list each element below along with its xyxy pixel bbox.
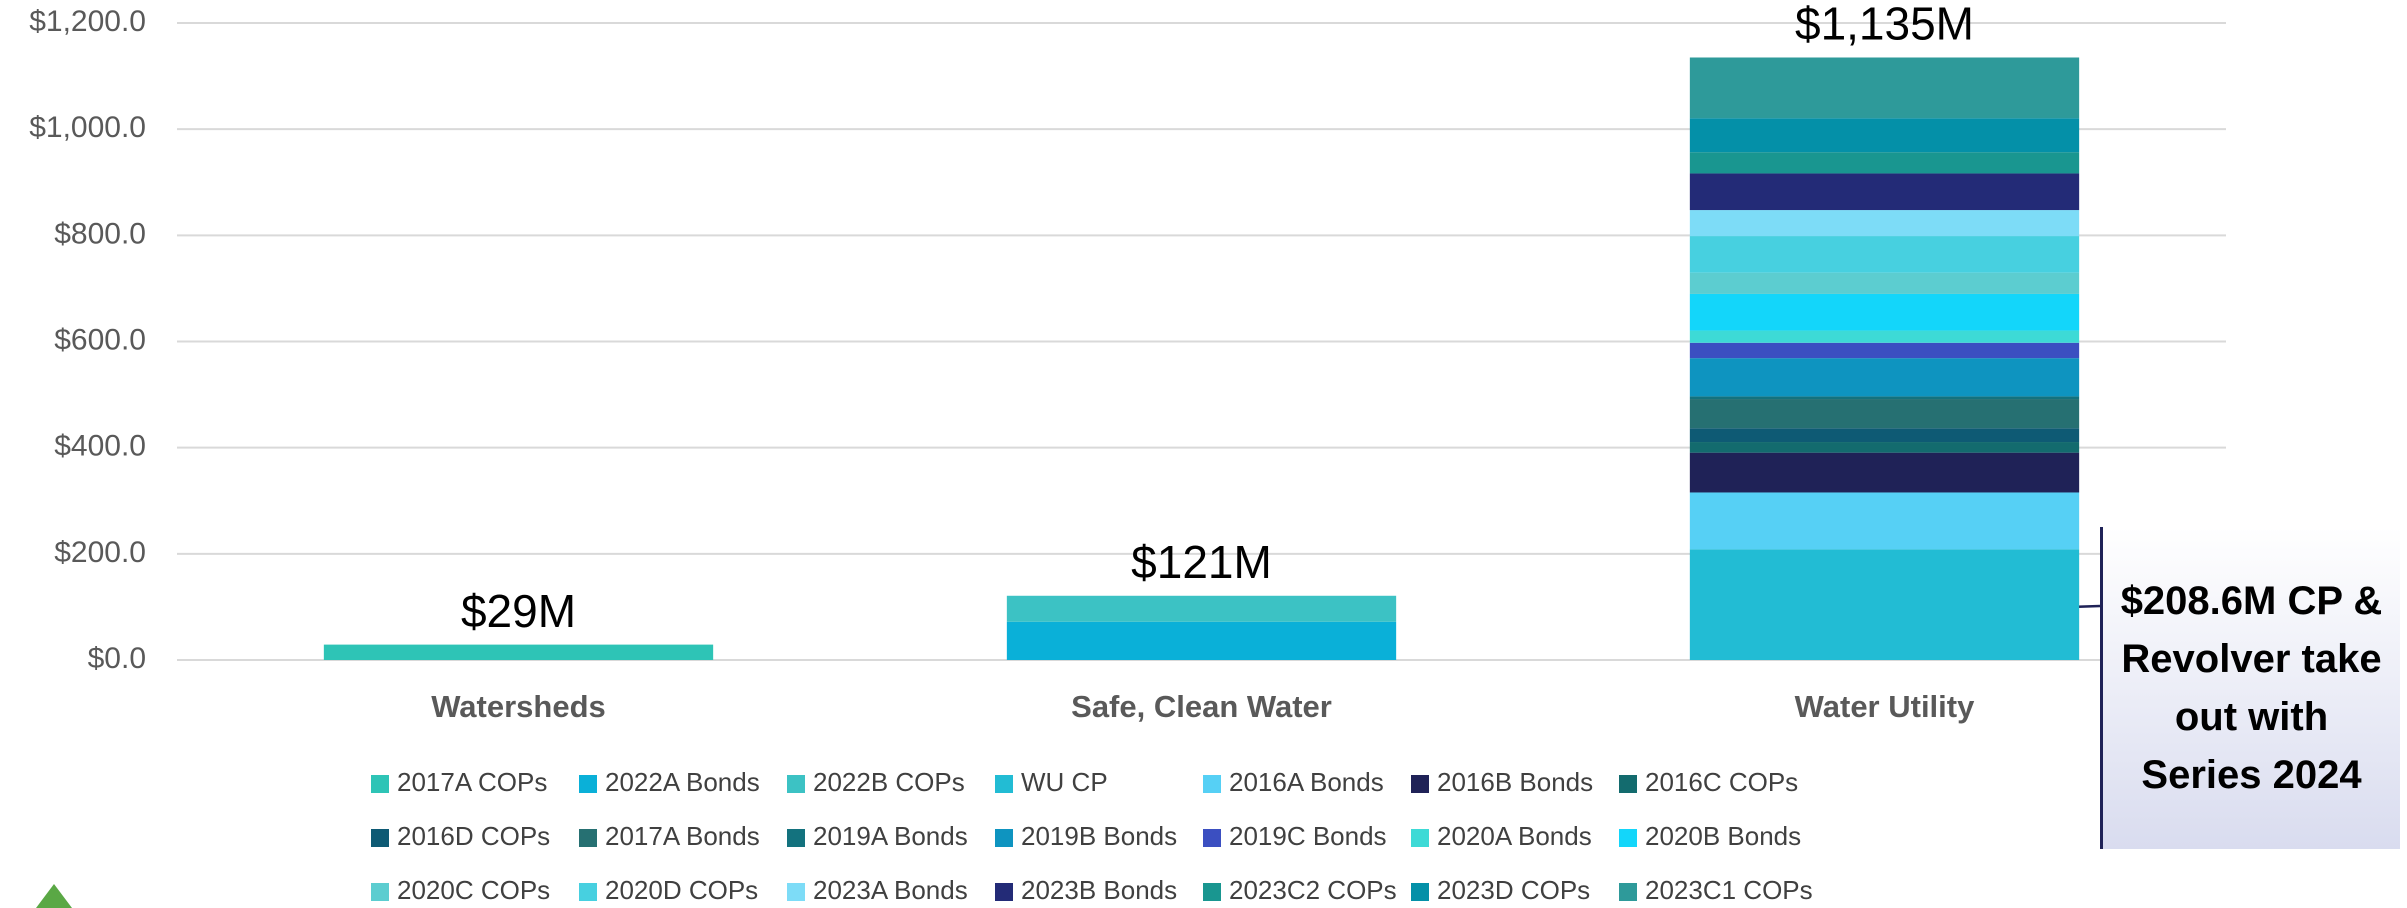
legend-swatch (1203, 775, 1221, 793)
legend-swatch (787, 775, 805, 793)
legend-label: WU CP (1021, 767, 1108, 797)
legend-label: 2020C COPs (397, 875, 550, 905)
y-tick-label: $1,200.0 (29, 5, 146, 38)
legend-label: 2016B Bonds (1437, 767, 1593, 797)
annotation: $208.6M CP & Revolver take out with Seri… (2100, 527, 2400, 849)
y-tick-label: $200.0 (54, 536, 146, 569)
legend-swatch (579, 883, 597, 901)
legend-swatch (995, 883, 1013, 901)
total-label: $1,135M (1795, 0, 1974, 50)
bar-segment (1689, 342, 2080, 359)
logo-triangle (36, 884, 72, 908)
bar-segment (1689, 396, 2080, 400)
y-tick-label: $400.0 (54, 430, 146, 463)
legend-swatch (1411, 775, 1429, 793)
bar-segment (1006, 621, 1397, 660)
legend-label: 2017A Bonds (605, 821, 760, 851)
bar-segment (1006, 595, 1397, 622)
legend-label: 2016C COPs (1645, 767, 1798, 797)
legend-swatch (579, 829, 597, 847)
x-tick-label: Water Utility (1795, 689, 1975, 724)
total-label: $121M (1131, 536, 1272, 588)
bar-segment (1689, 330, 2080, 343)
legend-label: 2016D COPs (397, 821, 550, 851)
legend-swatch (1411, 883, 1429, 901)
legend-label: 2019B Bonds (1021, 821, 1177, 851)
legend-swatch (1411, 829, 1429, 847)
bar-segment (1689, 428, 2080, 443)
bar-segment (1689, 492, 2080, 550)
x-tick-label: Safe, Clean Water (1071, 689, 1332, 724)
legend-swatch (995, 775, 1013, 793)
legend-label: 2016A Bonds (1229, 767, 1384, 797)
bar-segment (1689, 293, 2080, 331)
bar-segment (1689, 173, 2080, 211)
legend-swatch (787, 883, 805, 901)
legend-label: 2022B COPs (813, 767, 965, 797)
bar-segment (1689, 549, 2080, 660)
legend-swatch (1203, 829, 1221, 847)
bar-segment (1689, 452, 2080, 493)
legend-swatch (579, 775, 597, 793)
total-label: $29M (461, 585, 576, 637)
legend-swatch (1203, 883, 1221, 901)
legend-label: 2017A COPs (397, 767, 547, 797)
legend-swatch (371, 775, 389, 793)
legend-label: 2023B Bonds (1021, 875, 1177, 905)
legend-label: 2019C Bonds (1229, 821, 1387, 851)
bar-segment (1689, 57, 2080, 119)
legend-swatch (787, 829, 805, 847)
bar-segment (1689, 118, 2080, 153)
y-tick-label: $0.0 (88, 642, 146, 675)
legend-label: 2020A Bonds (1437, 821, 1592, 851)
bar-segment (1689, 210, 2080, 237)
legend-label: 2020D COPs (605, 875, 758, 905)
y-tick-label: $800.0 (54, 217, 146, 250)
x-tick-label: Watersheds (431, 689, 606, 724)
legend-swatch (1619, 883, 1637, 901)
legend-label: 2023A Bonds (813, 875, 968, 905)
bar-segment (1689, 236, 2080, 273)
legend-label: 2023D COPs (1437, 875, 1590, 905)
bar-segment (323, 644, 714, 660)
legend-swatch (995, 829, 1013, 847)
legend-label: 2019A Bonds (813, 821, 968, 851)
bar-segment (1689, 399, 2080, 429)
legend-swatch (371, 883, 389, 901)
legend-label: 2023C1 COPs (1645, 875, 1813, 905)
legend-swatch (1619, 775, 1637, 793)
bar-segment (1689, 152, 2080, 174)
bar-segment (1689, 272, 2080, 294)
legend-label: 2023C2 COPs (1229, 875, 1397, 905)
y-tick-label: $600.0 (54, 323, 146, 356)
legend-swatch (1619, 829, 1637, 847)
bar-segment (1689, 358, 2080, 397)
legend-swatch (371, 829, 389, 847)
legend-label: 2020B Bonds (1645, 821, 1801, 851)
legend-label: 2022A Bonds (605, 767, 760, 797)
bar-segment (1689, 442, 2080, 453)
y-tick-label: $1,000.0 (29, 111, 146, 144)
